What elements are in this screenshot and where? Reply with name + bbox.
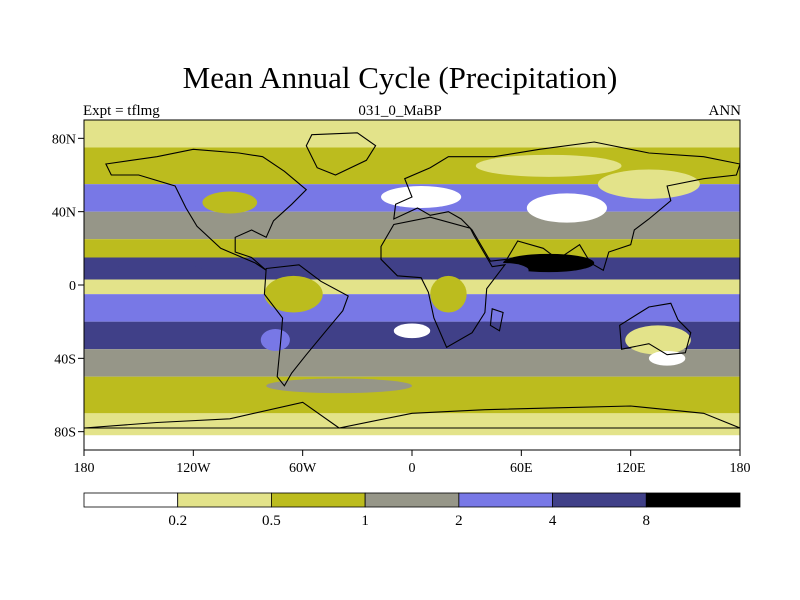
x-tick-label: 120W: [176, 461, 211, 476]
y-tick-label: 80N: [52, 132, 76, 147]
precip-band: [84, 120, 740, 148]
x-tick-label: 120E: [616, 461, 646, 476]
precip-feature: [381, 186, 462, 208]
x-tick-label: 180: [730, 461, 751, 476]
y-tick-label: 0: [69, 279, 76, 294]
colorbar-swatch: [458, 492, 553, 508]
africa-outline: [380, 216, 507, 349]
precip-feature: [597, 169, 700, 199]
colorbar-swatch: [271, 492, 366, 508]
north-america-outline: [105, 148, 308, 271]
y-tick-label: 40N: [52, 206, 76, 221]
australia-outline: [619, 302, 692, 356]
eurasia-outline: [393, 141, 740, 272]
south-america-outline: [263, 264, 349, 387]
coastline-layer: [84, 132, 740, 429]
precip-feature: [526, 193, 607, 223]
colorbar-label: 8: [643, 513, 651, 529]
colorbar: 0.2 0.5 1 2 4 8: [83, 492, 741, 529]
precip-feature: [266, 378, 412, 394]
precip-feature: [457, 321, 513, 341]
greenland-outline: [305, 132, 377, 176]
colorbar-label: 0.2: [168, 513, 187, 529]
experiment-label: Expt = tflmg: [83, 103, 160, 119]
y-tick-label: 80S: [54, 426, 76, 441]
colorbar-swatch: [83, 492, 179, 508]
colorbar-swatch: [364, 492, 460, 508]
precip-feature: [393, 323, 431, 339]
precip-feature: [625, 325, 691, 355]
x-tick-label: 60E: [510, 461, 533, 476]
precip-band: [84, 413, 740, 436]
x-tick-label: 180: [74, 461, 95, 476]
precip-feature: [475, 154, 622, 177]
precip-feature: [430, 275, 467, 313]
x-tick-label: 60W: [289, 461, 317, 476]
precip-band: [84, 435, 740, 450]
time-label: 031_0_MaBP: [358, 103, 442, 119]
x-tick-label: 0: [409, 461, 416, 476]
precip-band: [84, 349, 740, 377]
map-layer: [84, 120, 740, 450]
precip-feature: [648, 351, 686, 366]
precip-feature: [264, 275, 323, 313]
precip-band: [84, 294, 740, 322]
colorbar-label: 4: [549, 513, 557, 529]
precip-band: [84, 211, 740, 240]
colorbar-swatch: [177, 492, 272, 508]
chart-title: Mean Annual Cycle (Precipitation): [182, 60, 618, 95]
precip-band: [84, 279, 740, 295]
precip-band: [84, 376, 740, 414]
precip-feature: [202, 191, 258, 214]
madagascar-outline: [489, 308, 504, 332]
colorbar-swatch: [552, 492, 647, 508]
antarctica-outline: [84, 401, 740, 429]
colorbar-label: 0.5: [262, 513, 281, 529]
precip-feature: [260, 329, 290, 351]
colorbar-label: 1: [361, 513, 369, 529]
colorbar-label: 2: [455, 513, 463, 529]
precip-feature: [594, 257, 668, 276]
colorbar-swatch: [645, 492, 741, 508]
precip-feature: [477, 263, 529, 278]
axis-layer: 180 120W 60W 0 60E 120E 180 80N 40N 0 40S 80S: [52, 132, 751, 476]
precip-band: [84, 239, 740, 258]
y-tick-label: 40S: [54, 352, 76, 367]
season-label: ANN: [708, 103, 742, 119]
precip-feature: [111, 263, 203, 278]
